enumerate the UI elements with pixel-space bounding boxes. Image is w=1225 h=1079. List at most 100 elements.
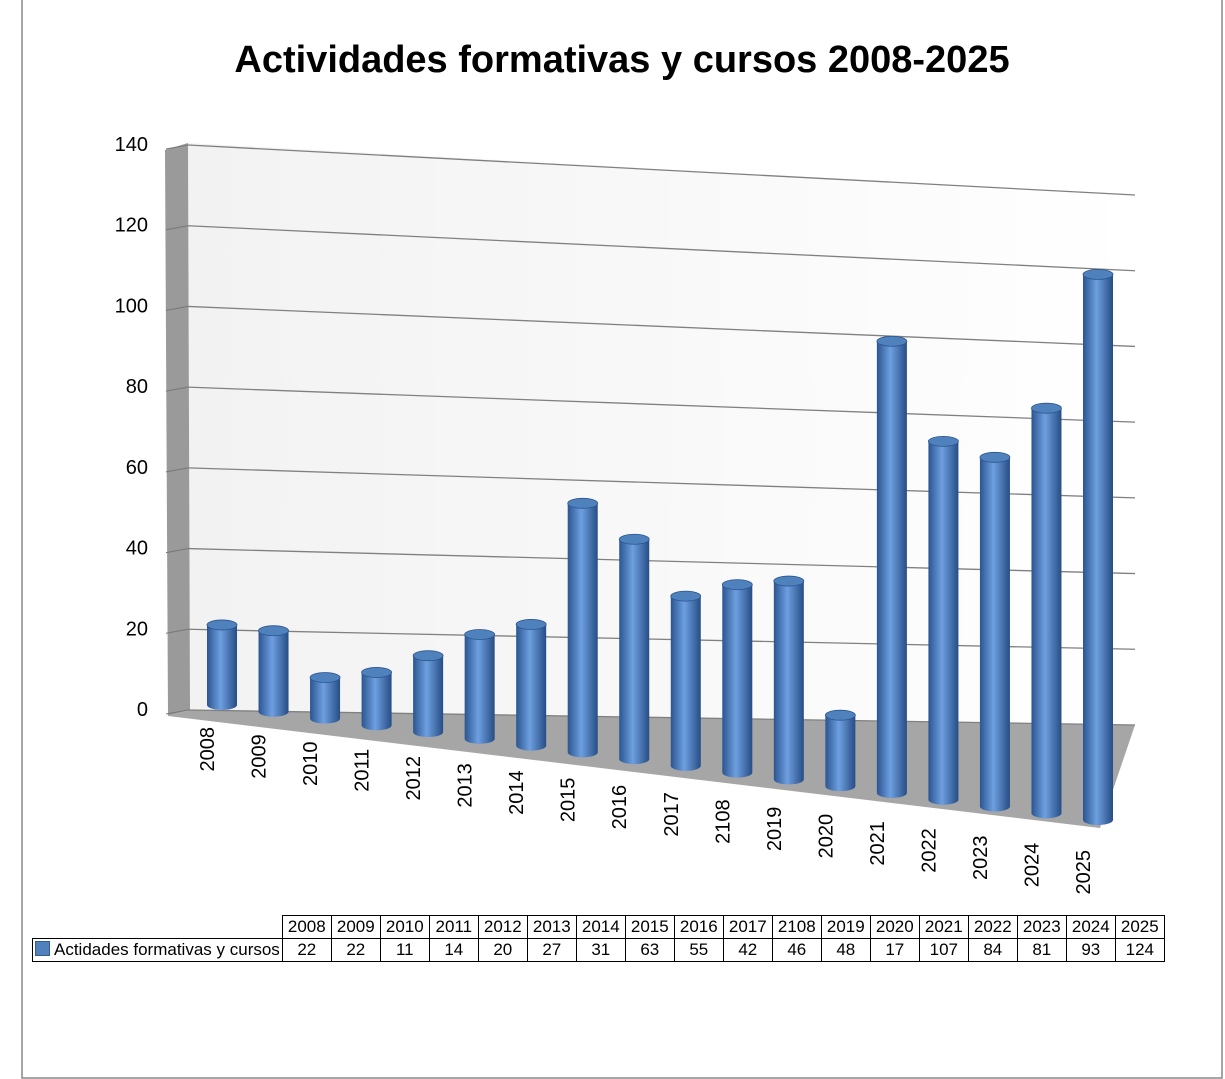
x-tick-label: 2016 [609,785,631,830]
bar-top [206,619,238,631]
table-header: 2013 [526,915,577,939]
bar-top [361,667,392,678]
bar-top [773,575,805,587]
table-value: 63 [624,938,675,962]
grid-line [187,467,1136,499]
bar-top [876,335,908,347]
table-header: 2025 [1114,915,1165,939]
bar-top [515,619,547,630]
y-tick-label: 60 [126,457,148,479]
y-tick-label: 0 [137,699,148,721]
bar-top [258,625,289,637]
side-grid [165,709,189,715]
side-grid [165,305,189,311]
bar [979,457,1010,812]
bar-top [1082,268,1114,280]
bar [413,655,444,738]
bar [825,715,856,792]
table-header: 2012 [477,915,528,939]
bar-top [824,709,856,721]
bar [207,624,237,710]
bar-top [979,451,1011,463]
x-tick-label: 2108 [712,799,734,844]
grid-line [187,547,1136,575]
side-grid [165,628,189,634]
x-tick-label: 2019 [764,807,786,852]
table-header: 2014 [575,915,626,939]
table-value: 55 [673,938,724,962]
x-tick-label: 2022 [918,828,940,873]
grid-line [187,386,1136,423]
table-header: 2023 [1016,915,1067,939]
bar-top [309,672,341,683]
table-value: 124 [1114,938,1165,962]
grid-line [187,225,1136,272]
bar [670,596,701,771]
x-tick-label: 2012 [403,756,425,801]
x-tick-label: 2013 [455,763,477,808]
x-tick-label: 2008 [197,727,219,772]
table-value: 81 [1016,938,1067,962]
bar-top [721,579,753,591]
bar-top [928,435,959,447]
legend-swatch [35,941,50,956]
bar [619,539,650,765]
table-value: 22 [281,938,332,962]
legend-cell: Actidades formativas y cursos [32,938,283,962]
y-tick-label: 100 [115,295,148,317]
x-tick-label: 2023 [970,836,992,881]
bar-top [567,497,599,509]
bar [1031,408,1062,819]
table-value: 93 [1065,938,1116,962]
bar [258,630,289,717]
table-value: 22 [330,938,381,962]
table-header: 2009 [330,915,381,939]
grid-line [187,628,1136,650]
table-header: 2020 [869,915,920,939]
x-tick-label: 2020 [815,814,837,859]
table-header: 2017 [722,915,773,939]
table-value: 17 [869,938,920,962]
bar [876,341,907,798]
bar-top [670,590,702,602]
table-value: 46 [771,938,822,962]
side-grid [165,386,189,392]
table-value: 14 [428,938,479,962]
x-tick-label: 2017 [661,792,683,837]
table-corner [33,916,283,939]
bar [722,584,753,778]
table-header: 2010 [379,915,430,939]
side-grid [165,225,189,231]
bar [773,581,804,785]
side-grid [165,548,189,554]
grid-line [187,709,1136,726]
x-tick-label: 2010 [300,741,322,786]
table-value: 20 [477,938,528,962]
bar [928,441,959,805]
y-tick-label: 120 [115,215,148,237]
table-value: 107 [918,938,969,962]
x-tick-label: 2014 [506,770,528,815]
table-value: 31 [575,938,626,962]
table-header: 2016 [673,915,724,939]
y-tick-label: 20 [126,618,148,640]
table-header: 2015 [624,915,675,939]
table-header: 2011 [428,915,479,939]
x-tick-label: 2011 [352,749,374,792]
data-table: 2008 2009 2010 2011 2012 2013 2014 2015 2016 2017… [32,915,1165,962]
table-value: 48 [820,938,871,962]
table-value: 42 [722,938,773,962]
bar-top [1031,402,1062,414]
y-tick-label: 40 [126,538,148,560]
x-tick-label: 2025 [1073,850,1095,895]
grid-line [187,144,1136,196]
table-value: 11 [379,938,430,962]
table-value: 27 [526,938,577,962]
table-value: 84 [967,938,1018,962]
table-header: 2022 [967,915,1018,939]
chart-title: Actividades formativas y cursos 2008-202… [234,39,1009,81]
side-grid [165,467,189,473]
grid-line [187,305,1136,348]
